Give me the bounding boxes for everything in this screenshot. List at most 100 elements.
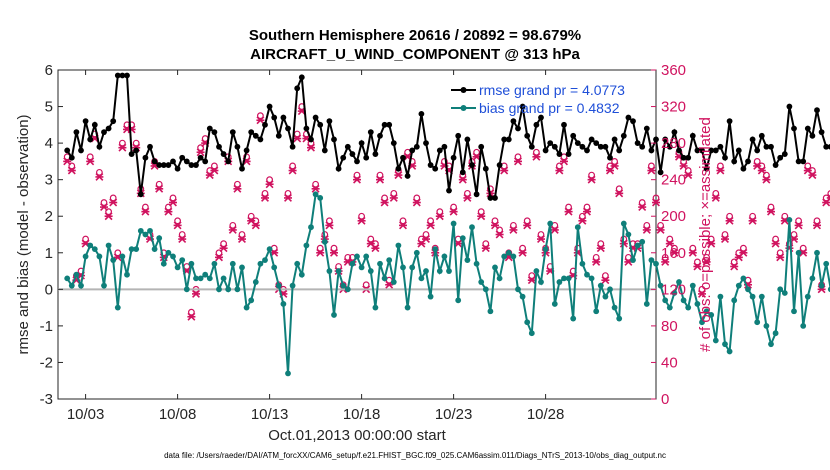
bias-point — [335, 268, 342, 274]
bias-point — [676, 279, 682, 285]
rmse-point — [280, 114, 287, 121]
bias-point — [271, 264, 278, 271]
obs-possible-marker — [652, 194, 660, 202]
bias-point — [206, 275, 213, 282]
x-tick-label: 10/08 — [159, 406, 197, 423]
bias-point — [413, 249, 420, 256]
bias-point — [662, 297, 669, 304]
bias-point — [781, 290, 788, 296]
y-right-tick-label: 80 — [661, 318, 678, 335]
y-left-axis-label: rmse and bias (model - observation) — [15, 114, 32, 354]
obs-possible-marker — [257, 112, 264, 120]
bias-point — [298, 271, 305, 278]
obs-possible-marker — [284, 189, 292, 197]
rmse-point — [202, 158, 209, 165]
obs-possible-marker — [703, 253, 710, 261]
bias-point — [188, 260, 195, 267]
bias-point — [64, 275, 71, 282]
rmse-point — [349, 151, 356, 157]
bias-point — [505, 249, 512, 256]
rmse-point — [427, 162, 434, 168]
bias-point — [289, 282, 296, 289]
rmse-point — [712, 147, 719, 154]
obs-possible-marker — [602, 272, 609, 280]
obs-assimilated-marker — [514, 157, 522, 166]
obs-possible-marker — [661, 253, 669, 261]
rmse-point — [717, 143, 724, 150]
rmse-point — [804, 125, 811, 132]
obs-possible-marker — [353, 171, 361, 179]
bias-point — [358, 264, 365, 271]
bias-point — [763, 322, 770, 329]
rmse-point — [358, 140, 365, 147]
y-right-tick-label: 280 — [661, 135, 686, 152]
rmse-point — [243, 147, 250, 154]
rmse-point — [786, 103, 793, 110]
obs-possible-marker — [597, 240, 605, 248]
bias-point — [597, 282, 604, 289]
obs-possible-marker — [399, 217, 407, 225]
obs-possible-marker — [358, 212, 366, 220]
rmse-point — [551, 143, 558, 150]
obs-possible-marker — [684, 167, 692, 174]
obs-possible-marker — [740, 244, 747, 252]
obs-possible-marker — [344, 253, 352, 261]
y-left-tick-label: -2 — [40, 354, 53, 371]
bias-point — [418, 275, 425, 282]
obs-possible-marker — [556, 162, 563, 170]
rmse-point — [124, 72, 130, 79]
bias-point — [229, 260, 236, 267]
rmse-point — [758, 132, 765, 139]
obs-assimilated-marker — [215, 253, 223, 262]
obs-possible-marker — [376, 171, 384, 179]
obs-assimilated-marker — [757, 166, 766, 175]
bias-point — [381, 275, 388, 282]
rmse-point — [662, 136, 669, 143]
bias-point — [496, 275, 503, 282]
obs-assimilated-marker — [762, 175, 771, 184]
obs-possible-marker — [611, 157, 618, 165]
rmse-point — [234, 143, 241, 150]
bias-point — [804, 293, 811, 300]
obs-possible-marker — [730, 258, 738, 266]
rmse-point — [317, 121, 324, 128]
rmse-point — [487, 195, 494, 201]
bias-point — [542, 246, 549, 253]
rmse-point — [367, 129, 374, 136]
y-right-tick-label: 360 — [661, 62, 686, 79]
obs-possible-marker — [496, 226, 504, 234]
bias-point — [579, 260, 586, 267]
bias-point — [657, 282, 664, 289]
obs-possible-marker — [316, 244, 324, 252]
rmse-point — [197, 154, 204, 161]
obs-possible-marker — [523, 217, 531, 225]
rmse-point — [308, 136, 314, 143]
y-left-tick-label: 5 — [45, 99, 53, 116]
obs-possible-marker — [100, 199, 108, 206]
obs-assimilated-marker — [389, 193, 398, 202]
bias-point — [96, 253, 103, 260]
bias-line — [66, 192, 830, 374]
obs-possible-marker — [565, 203, 572, 211]
obs-assimilated-marker — [95, 172, 104, 181]
bias-point — [124, 271, 130, 278]
y-right-axis-label: # of obs: o=possible; ×=assimilated — [697, 117, 714, 352]
rmse-point — [395, 165, 402, 172]
rmse-point — [657, 169, 664, 176]
obs-possible-marker — [413, 194, 421, 202]
rmse-point — [354, 158, 360, 165]
y-left-tick-label: -1 — [40, 318, 53, 335]
x-tick-label: 10/28 — [527, 406, 565, 423]
rmse-point — [800, 158, 807, 165]
obs-assimilated-marker — [767, 207, 775, 216]
rmse-point — [501, 136, 508, 143]
obs-possible-marker — [266, 176, 274, 184]
x-tick-label: 10/23 — [435, 406, 473, 423]
obs-possible-marker — [169, 194, 177, 202]
bias-point — [510, 253, 517, 260]
obs-assimilated-marker — [721, 235, 729, 244]
rmse-point — [620, 132, 627, 139]
bias-point — [574, 224, 581, 231]
rmse-point — [174, 165, 181, 172]
